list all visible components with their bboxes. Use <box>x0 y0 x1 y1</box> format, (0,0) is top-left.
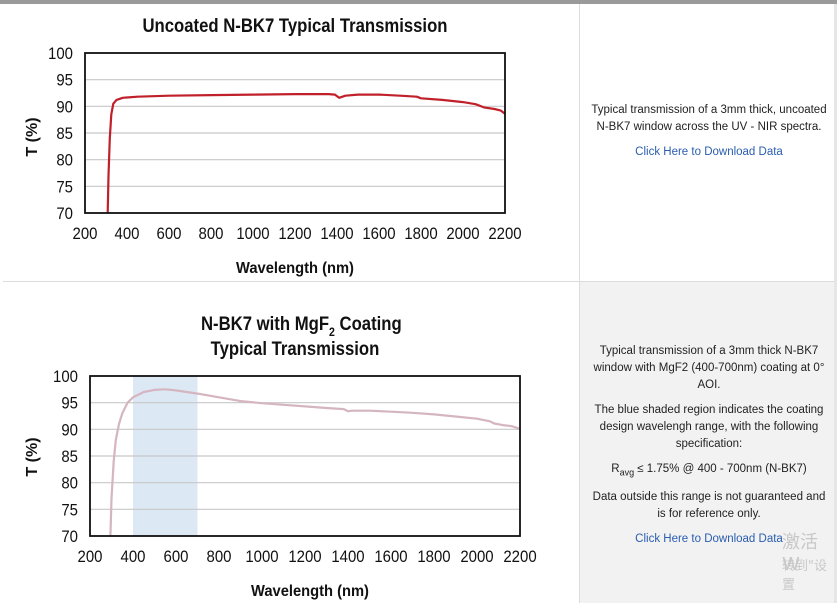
y-tick-label: 95 <box>56 72 73 90</box>
y-tick-label: 70 <box>61 528 78 546</box>
chart-mgf2-coated-transmission: N-BK7 with MgF2 Coating Typical Transmis… <box>24 313 537 600</box>
x-tick-label: 1600 <box>362 225 395 243</box>
x-tick-label: 2000 <box>446 225 479 243</box>
x-tick-label: 200 <box>78 548 103 566</box>
y-tick-label: 85 <box>56 125 73 143</box>
x-tick-label: 200 <box>73 225 98 243</box>
description-text: The blue shaded region indicates the coa… <box>594 404 824 450</box>
download-data-link[interactable]: Click Here to Download Data <box>635 533 783 546</box>
y-tick-label: 75 <box>56 179 73 197</box>
x-axis-label: Wavelength (nm) <box>251 582 369 600</box>
x-tick-label: 1200 <box>278 225 311 243</box>
x-tick-label: 1400 <box>320 225 353 243</box>
spec-rest: ≤ 1.75% @ 400 - 700nm (N-BK7) <box>634 463 807 475</box>
disclaimer-text: Data outside this range is not guarantee… <box>592 491 826 521</box>
series-line <box>109 388 521 537</box>
x-axis-label: Wavelength (nm) <box>236 259 354 277</box>
chart-title-part: Coating <box>335 313 402 334</box>
x-tick-label: 400 <box>115 225 140 243</box>
x-tick-label: 1400 <box>331 548 364 566</box>
x-tick-label: 800 <box>199 225 224 243</box>
specification-text: Ravg ≤ 1.75% @ 400 - 700nm (N-BK7) <box>590 461 828 481</box>
chart-uncoated-transmission: Uncoated N-BK7 Typical Transmission T (%… <box>24 15 522 277</box>
x-tick-label: 1800 <box>404 225 437 243</box>
y-tick-label: 85 <box>61 448 78 466</box>
watermark-line2: 转到"设置 <box>782 559 827 593</box>
y-axis-label: T (%) <box>24 117 41 156</box>
y-tick-label: 70 <box>56 205 73 223</box>
x-tick-label: 1800 <box>417 548 450 566</box>
y-tick-label: 75 <box>61 502 78 520</box>
y-tick-label: 100 <box>53 368 78 386</box>
x-tick-label: 1200 <box>288 548 321 566</box>
chart-cell-uncoated: Uncoated N-BK7 Typical Transmission T (%… <box>3 4 580 282</box>
chart-title-subscript: 2 <box>329 326 335 339</box>
description-text: Typical transmission of a 3mm thick N-BK… <box>593 345 825 391</box>
description-cell-uncoated: Typical transmission of a 3mm thick, unc… <box>580 4 834 282</box>
download-data-link[interactable]: Click Here to Download Data <box>635 146 783 158</box>
y-tick-label: 80 <box>56 152 73 170</box>
description-text: Typical transmission of a 3mm thick, unc… <box>591 104 827 133</box>
y-axis-label: T (%) <box>24 437 41 476</box>
x-tick-label: 800 <box>207 548 232 566</box>
x-tick-label: 2200 <box>488 225 521 243</box>
x-tick-label: 2200 <box>503 548 536 566</box>
y-tick-label: 90 <box>56 99 73 117</box>
y-tick-label: 80 <box>61 475 78 493</box>
x-tick-label: 1000 <box>245 548 278 566</box>
chart-title: N-BK7 with MgF2 Coating <box>201 313 402 339</box>
series-line <box>106 92 506 214</box>
spec-subscript: avg <box>619 467 635 478</box>
x-tick-label: 1600 <box>374 548 407 566</box>
spec-r: R <box>611 463 620 475</box>
chart-title-line2: Typical Transmission <box>211 338 380 359</box>
plot-frame <box>89 375 521 537</box>
chart-title: Uncoated N-BK7 Typical Transmission <box>142 15 447 36</box>
x-tick-label: 600 <box>164 548 189 566</box>
y-tick-label: 90 <box>61 422 78 440</box>
chart-title-part: N-BK7 with MgF <box>201 313 329 334</box>
plot-frame <box>84 52 506 214</box>
right-border <box>834 4 837 603</box>
x-tick-label: 600 <box>157 225 182 243</box>
y-tick-label: 100 <box>48 45 73 63</box>
x-tick-label: 400 <box>121 548 146 566</box>
y-tick-label: 95 <box>61 395 78 413</box>
x-tick-label: 2000 <box>460 548 493 566</box>
watermark-line1: 激活 W <box>782 532 818 575</box>
top-border <box>0 0 837 4</box>
chart-cell-mgf2: N-BK7 with MgF2 Coating Typical Transmis… <box>3 282 580 603</box>
x-tick-label: 1000 <box>236 225 269 243</box>
description-cell-mgf2: Typical transmission of a 3mm thick N-BK… <box>580 282 834 603</box>
